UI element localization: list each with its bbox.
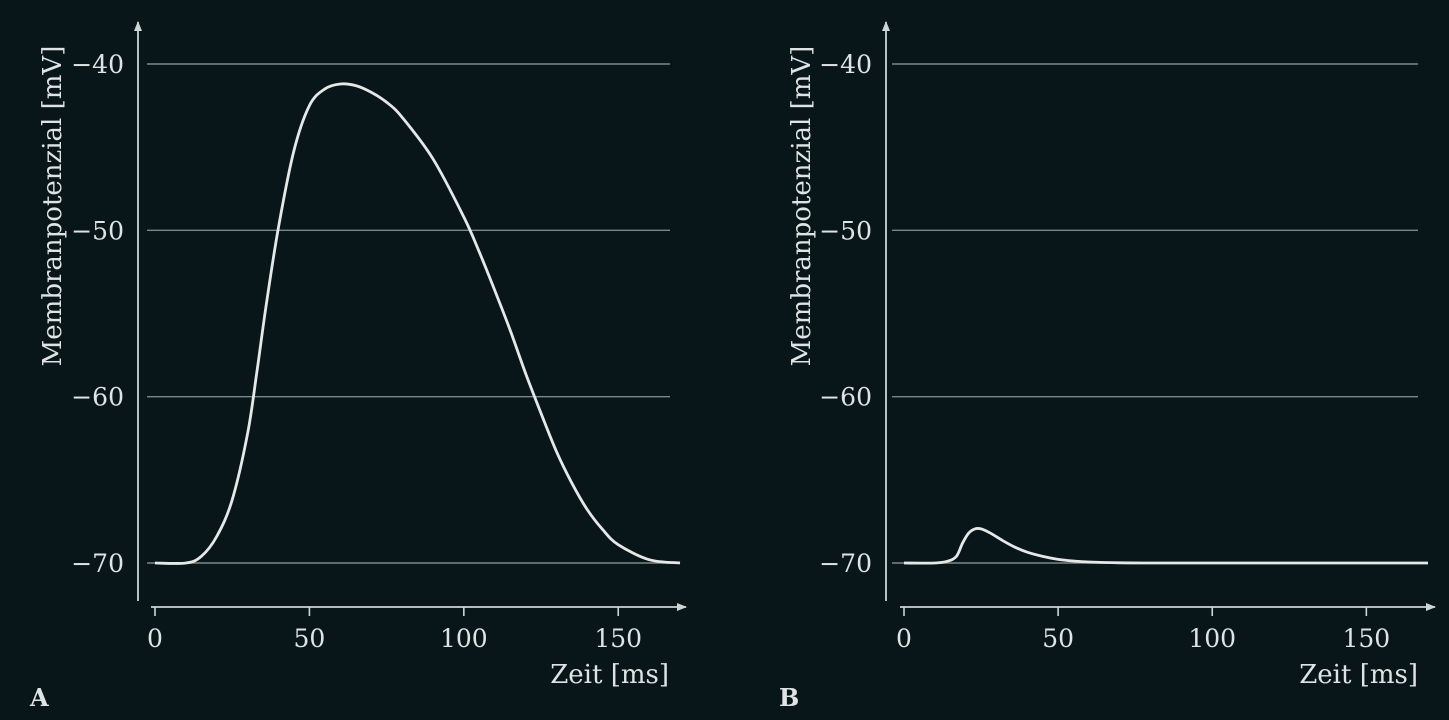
y-tick-labels: −40 −50 −60 −70 [819,50,872,578]
membrane-potential-line [154,82,681,565]
y-tick-label: −40 [819,50,872,79]
x-axis-label: Zeit [ms] [1299,660,1418,690]
y-axis-label: Membranpotenzial [mV] [787,46,817,367]
y-tick-label: −50 [819,216,872,245]
panel-label: B [779,683,799,712]
y-tick-label: −70 [819,549,872,578]
x-tick-label: 150 [1342,624,1390,653]
y-tick-label: −70 [71,549,124,578]
x-tick-label: 0 [896,624,912,653]
x-axis-label: Zeit [ms] [550,660,669,690]
x-tick-labels: 0 50 100 150 [896,607,1390,653]
panel-b: −40 −50 −60 −70 0 50 100 150 Membranpotenzial … [779,21,1436,712]
x-tick-label: 50 [1042,624,1074,653]
x-tick-label: 100 [1188,624,1236,653]
y-tick-label: −50 [71,216,124,245]
y-tick-label: −60 [819,383,872,412]
x-tick-label: 0 [147,624,163,653]
x-tick-label: 50 [294,624,326,653]
grid-lines [892,63,1418,564]
y-tick-label: −60 [71,383,124,412]
y-tick-labels: −40 −50 −60 −70 [71,50,124,578]
membrane-potential-line [903,526,1428,565]
grid-lines [147,63,670,564]
y-tick-label: −40 [71,50,124,79]
x-tick-label: 100 [440,624,488,653]
y-axis-label: Membranpotenzial [mV] [38,46,68,367]
x-tick-labels: 0 50 100 150 [147,607,642,653]
x-tick-label: 150 [594,624,642,653]
panel-a: −40 −50 −60 −70 0 50 100 150 Membranpotenzial … [29,21,687,712]
panel-label: A [29,683,49,712]
